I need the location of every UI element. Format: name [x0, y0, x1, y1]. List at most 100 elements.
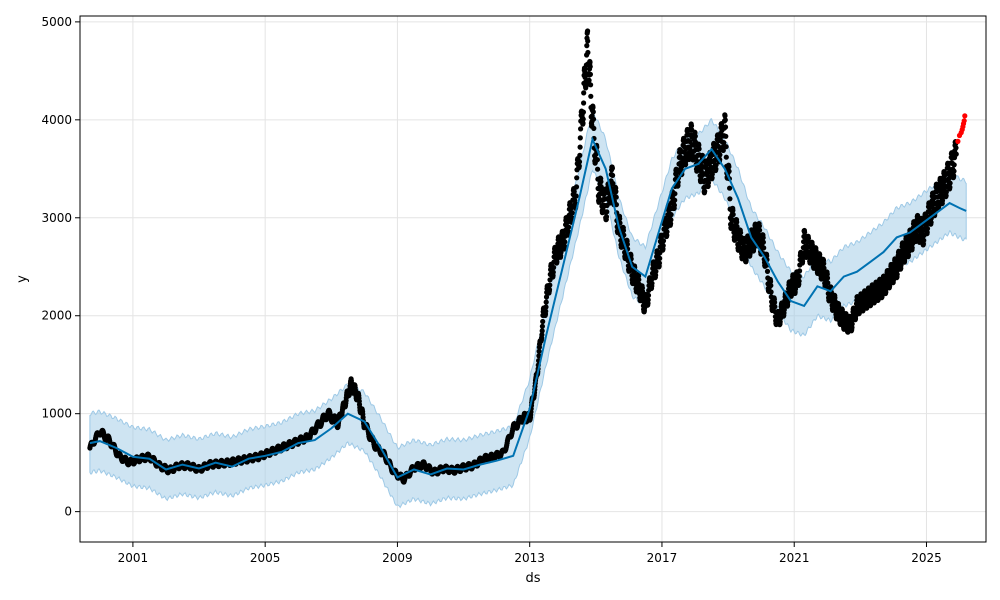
- y-axis-label: y: [15, 275, 30, 283]
- observed-point: [898, 262, 904, 268]
- observed-point: [768, 278, 774, 285]
- observed-point: [613, 188, 619, 195]
- highlighted-point: [961, 118, 967, 124]
- observed-point: [649, 280, 655, 286]
- observed-point: [580, 120, 586, 126]
- observed-point: [688, 123, 695, 129]
- observed-point: [951, 173, 957, 179]
- observed-point: [796, 278, 802, 284]
- observed-point: [595, 166, 601, 172]
- observed-point: [585, 38, 591, 44]
- observed-point: [580, 109, 587, 115]
- observed-point: [581, 90, 587, 96]
- observed-point: [539, 323, 546, 329]
- x-tick-label: 2013: [514, 551, 545, 565]
- observed-point: [588, 93, 594, 99]
- observed-point: [573, 184, 580, 190]
- observed-point: [585, 28, 591, 34]
- highlighted-points-layer: [955, 113, 968, 144]
- observed-point: [709, 171, 715, 177]
- highlighted-point: [955, 138, 961, 144]
- observed-point: [543, 304, 549, 310]
- x-tick-label: 2001: [118, 551, 149, 565]
- observed-point: [768, 282, 774, 289]
- observed-point: [726, 168, 732, 174]
- x-tick-label: 2021: [779, 551, 810, 565]
- observed-point: [585, 49, 591, 56]
- observed-point: [574, 175, 580, 181]
- uncertainty-band-layer: [89, 107, 967, 509]
- observed-point: [825, 280, 831, 286]
- observed-point: [540, 318, 546, 325]
- observed-point: [543, 294, 550, 300]
- observed-point: [824, 275, 831, 281]
- observed-point: [636, 277, 642, 283]
- observed-point: [645, 292, 652, 298]
- x-tick-label: 2025: [911, 551, 942, 565]
- observed-point: [558, 249, 564, 255]
- observed-point: [613, 194, 619, 200]
- observed-point: [713, 166, 719, 172]
- observed-point: [591, 125, 597, 131]
- observed-point: [660, 243, 666, 249]
- observed-point: [664, 229, 670, 235]
- observed-point: [539, 332, 545, 338]
- observed-point: [821, 265, 827, 271]
- observed-point: [696, 142, 702, 148]
- observed-point: [723, 144, 729, 150]
- observed-point: [586, 77, 592, 83]
- observed-point: [598, 179, 604, 185]
- observed-point: [781, 307, 787, 313]
- observed-point: [760, 239, 767, 245]
- observed-point: [722, 113, 728, 119]
- observed-point: [547, 282, 553, 288]
- observed-point: [610, 172, 616, 178]
- observed-point: [543, 308, 549, 314]
- observed-point: [588, 82, 594, 88]
- observed-point: [738, 230, 744, 236]
- y-tick-label: 3000: [41, 211, 72, 225]
- observed-point: [772, 299, 778, 305]
- forecast-line: [89, 136, 967, 479]
- observed-point: [672, 191, 678, 197]
- observed-point: [705, 180, 712, 186]
- observed-point: [721, 140, 727, 146]
- observed-point: [573, 193, 579, 199]
- observed-point: [730, 207, 736, 213]
- observed-point: [561, 243, 568, 249]
- observed-point: [587, 64, 593, 70]
- observed-point: [939, 197, 946, 204]
- observed-point: [577, 144, 583, 150]
- observed-point: [894, 271, 900, 277]
- observed-point: [565, 229, 572, 235]
- observed-point: [671, 202, 678, 208]
- observed-point: [543, 299, 549, 305]
- observed-point: [590, 116, 597, 122]
- plot-area-frame: [79, 15, 987, 543]
- observed-point: [760, 235, 766, 241]
- observed-point: [953, 151, 959, 157]
- observed-point: [747, 251, 753, 257]
- observed-point: [594, 157, 601, 163]
- observed-point: [951, 162, 957, 168]
- observed-point: [785, 299, 791, 305]
- observed-point: [668, 217, 674, 223]
- observed-point: [581, 100, 587, 106]
- observed-point: [590, 104, 596, 111]
- observed-point: [928, 219, 934, 225]
- y-tick-label: 5000: [41, 15, 72, 29]
- observed-point: [672, 197, 678, 203]
- observed-point: [921, 237, 927, 243]
- observed-point: [951, 168, 957, 174]
- observed-point: [730, 211, 736, 218]
- observed-point: [727, 185, 733, 191]
- observed-point: [603, 214, 610, 220]
- observed-point: [578, 126, 584, 132]
- y-tick-label: 0: [64, 505, 72, 519]
- forecast-line-layer: [89, 136, 967, 479]
- highlighted-point: [962, 113, 968, 119]
- observed-point: [713, 162, 719, 168]
- observed-point: [656, 260, 663, 266]
- observed-point: [709, 175, 715, 181]
